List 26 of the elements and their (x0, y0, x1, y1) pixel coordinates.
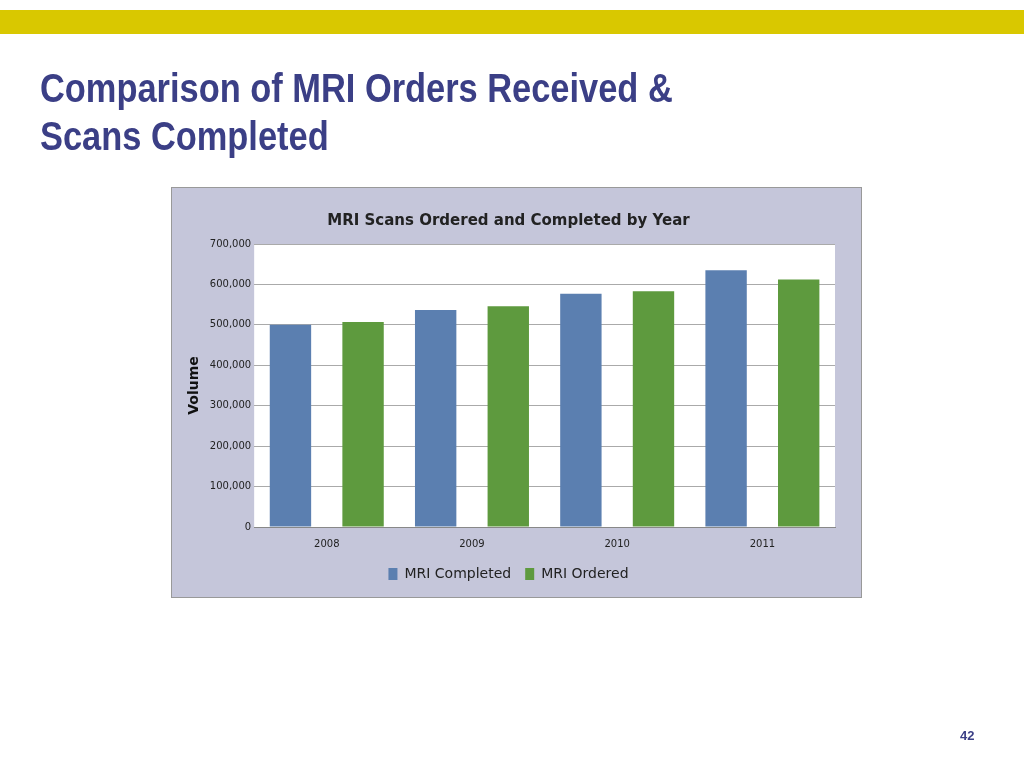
y-tick-label: 300,000 (209, 399, 252, 411)
x-tick-label: 2011 (749, 537, 776, 549)
text: 42 (960, 728, 975, 743)
y-tick-label: 500,000 (209, 318, 252, 330)
legend-label: MRI Completed (404, 564, 512, 581)
chart-subtitle: MRI Scans Ordered and Completed by Year (327, 210, 691, 229)
chart-title: Comparison of MRI Orders Received & Scans Completed (40, 65, 674, 160)
x-tick-label: 2010 (604, 537, 630, 549)
legend-label: MRI Ordered (541, 564, 629, 581)
bar (269, 324, 312, 527)
y-tick-label: 700,000 (209, 237, 252, 249)
y-axis-title: Volume (185, 356, 202, 415)
bar (414, 309, 457, 527)
bar (705, 270, 747, 527)
x-tick-label: 2008 (314, 537, 340, 549)
bar (778, 279, 820, 527)
bar (632, 291, 675, 527)
y-tick-label: 100,000 (209, 480, 252, 492)
y-tick-label: 600,000 (209, 278, 252, 290)
x-tick-label: 2009 (459, 537, 485, 549)
y-tick-label: 200,000 (209, 439, 252, 451)
y-tick-label: 400,000 (209, 358, 252, 370)
bar (560, 293, 602, 527)
y-tick-label: 0 (244, 520, 252, 532)
bar (487, 306, 529, 527)
bar (342, 322, 384, 527)
